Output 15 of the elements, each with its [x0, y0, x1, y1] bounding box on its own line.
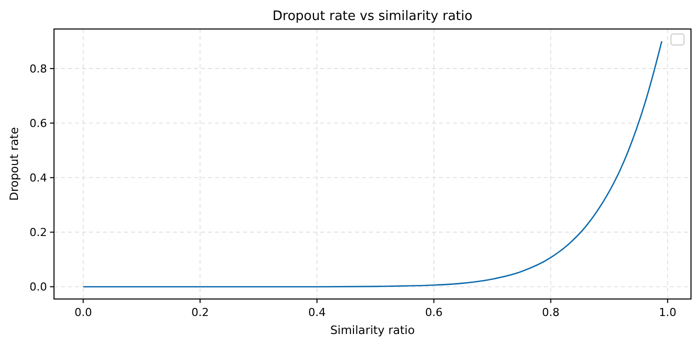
- y-tick-label: 0.0: [30, 280, 47, 294]
- x-axis-title: Similarity ratio: [330, 323, 415, 337]
- chart-title: Dropout rate vs similarity ratio: [272, 9, 473, 24]
- y-axis-title: Dropout rate: [7, 127, 21, 201]
- x-tick-label: 0.2: [191, 306, 209, 319]
- x-tick-label: 0.6: [425, 306, 443, 319]
- x-tick-label: 0.8: [542, 306, 560, 319]
- x-tick-label: 1.0: [658, 306, 676, 319]
- x-tick-label: 0.4: [308, 306, 326, 319]
- line-series: [82, 40, 662, 288]
- y-tick-label: 0.2: [30, 226, 47, 240]
- y-tick-label: 0.6: [30, 117, 47, 130]
- y-tick-label: 0.4: [30, 172, 47, 185]
- x-tick-label: 0.0: [74, 306, 92, 319]
- y-tick-label: 0.8: [30, 62, 47, 76]
